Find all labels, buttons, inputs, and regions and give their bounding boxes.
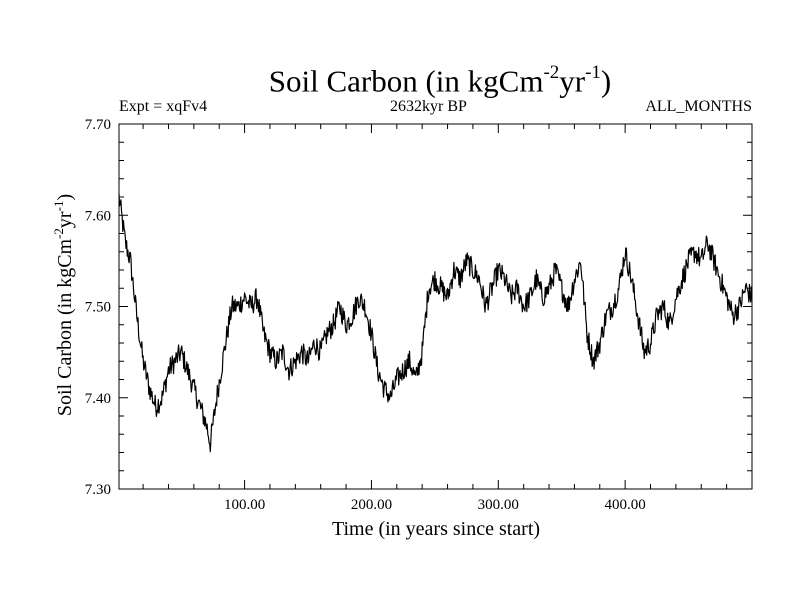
title-exponent-1: -2	[543, 62, 560, 83]
x-axis-label: Time (in years since start)	[332, 518, 540, 540]
experiment-label: Expt = xqFv4	[119, 98, 208, 115]
series-line-0	[118, 193, 753, 453]
y-tick-label: 7.50	[85, 300, 111, 316]
y-tick-label: 7.70	[85, 117, 111, 133]
x-tick-label: 200.00	[351, 497, 392, 513]
title-main: Soil Carbon (in kgCm	[268, 63, 544, 99]
x-tick-label: 100.00	[224, 497, 265, 513]
title-mid: yr	[559, 63, 586, 99]
x-tick-label: 300.00	[478, 497, 519, 513]
period-label: 2632kyr BP	[390, 98, 467, 115]
y-axis-label-mid: yr	[54, 211, 76, 228]
title-exponent-2: -1	[585, 62, 601, 83]
ticks-layer: 100.00 200.00 300.00 400.00 7.30 7.40 7.50 7.60…	[85, 117, 752, 513]
x-tick-label: 400.00	[605, 497, 646, 513]
y-tick-label: 7.40	[85, 391, 111, 407]
y-axis-label: Soil Carbon (in kgCm-2yr-1)	[51, 194, 76, 416]
y-axis-label-main: Soil Carbon (in kgCm	[54, 238, 76, 416]
y-axis-label-end: )	[54, 194, 76, 201]
y-axis-label-exponent-2: -1	[51, 201, 66, 212]
series-layer	[118, 193, 753, 453]
title-end: )	[600, 63, 612, 99]
y-axis-label-exponent-1: -2	[51, 228, 66, 239]
chart-title: Soil Carbon (in kgCm-2yr-1)	[0, 56, 800, 100]
y-tick-label: 7.30	[85, 482, 111, 498]
y-tick-label: 7.60	[85, 208, 111, 224]
months-label: ALL_MONTHS	[645, 98, 752, 115]
plot-frame	[118, 123, 753, 490]
